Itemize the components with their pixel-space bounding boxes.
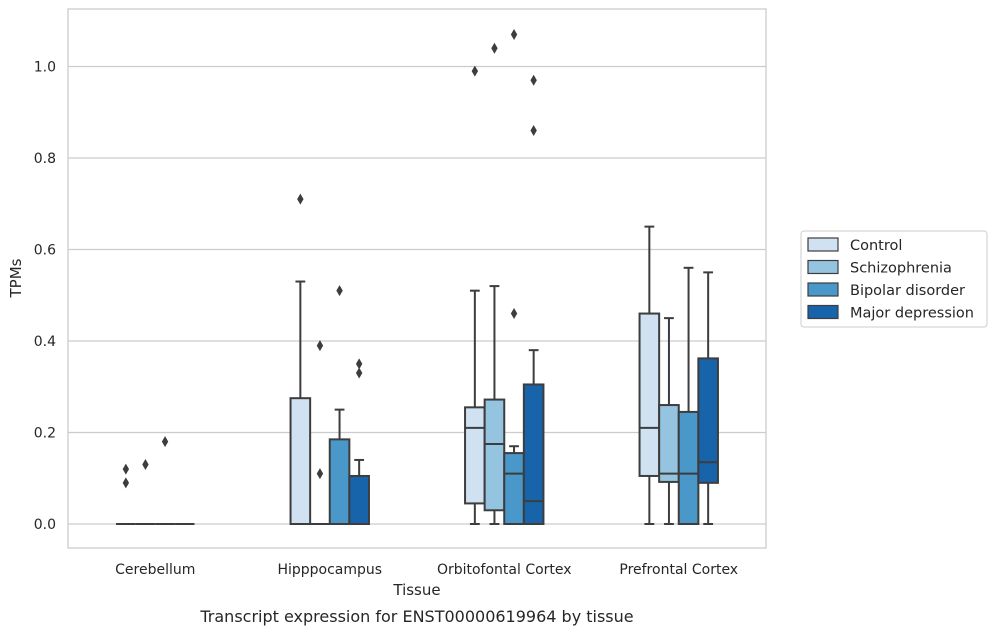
x-tick-label: Hipppocampus bbox=[277, 562, 382, 578]
outlier-point bbox=[510, 28, 518, 40]
outlier-point bbox=[161, 436, 169, 448]
y-axis-label: TPMs bbox=[7, 258, 25, 298]
y-tick-label: 0.6 bbox=[34, 243, 56, 259]
x-tick-label: Prefrontal Cortex bbox=[619, 562, 738, 578]
legend-swatch bbox=[807, 237, 839, 252]
series-control bbox=[116, 65, 661, 525]
outlier-point bbox=[316, 340, 324, 352]
y-tick-label: 0.4 bbox=[34, 334, 56, 350]
legend-label: Bipolar disorder bbox=[850, 283, 965, 299]
box bbox=[503, 452, 525, 525]
y-axis-ticks: 0.0 0.2 0.4 0.6 0.8 1.0 bbox=[34, 60, 56, 534]
legend-label: Schizophrenia bbox=[850, 261, 952, 277]
box bbox=[677, 410, 700, 526]
box-series bbox=[116, 28, 719, 526]
box bbox=[658, 404, 680, 483]
series-bipolar-disorder bbox=[155, 28, 700, 526]
box bbox=[697, 357, 719, 484]
outlier-point bbox=[316, 468, 324, 480]
outlier-point bbox=[336, 285, 343, 297]
outlier-point bbox=[510, 308, 518, 320]
legend-swatch bbox=[807, 282, 839, 297]
outlier-point bbox=[122, 463, 130, 475]
box bbox=[348, 474, 370, 525]
box bbox=[328, 438, 351, 525]
x-axis-ticks: Cerebellum Hipppocampus Orbitofontal Corte… bbox=[115, 562, 738, 578]
x-axis-label: Tissue bbox=[392, 581, 440, 599]
box bbox=[522, 383, 545, 525]
plot-area-frame bbox=[67, 8, 767, 549]
outlier-point bbox=[355, 367, 363, 379]
outlier-point bbox=[530, 74, 537, 86]
legend-swatch bbox=[807, 304, 839, 320]
outlier-point bbox=[297, 193, 304, 205]
legend-label: Major depression bbox=[850, 306, 974, 322]
outlier-point bbox=[471, 65, 479, 77]
outlier-point bbox=[142, 459, 149, 471]
x-tick-label: Orbitofontal Cortex bbox=[437, 562, 572, 578]
legend-swatch bbox=[807, 259, 839, 275]
box bbox=[638, 312, 661, 477]
box bbox=[464, 406, 486, 505]
outlier-point bbox=[530, 125, 537, 137]
box bbox=[289, 397, 312, 525]
outlier-point bbox=[491, 42, 498, 54]
series-schizophrenia bbox=[135, 42, 680, 525]
series-major-depression bbox=[174, 74, 719, 525]
y-tick-label: 0.8 bbox=[34, 151, 56, 167]
legend-label: Control bbox=[850, 238, 902, 254]
y-tick-label: 0.2 bbox=[34, 426, 56, 442]
y-tick-label: 0.0 bbox=[34, 517, 56, 533]
y-tick-label: 1.0 bbox=[34, 60, 56, 76]
outlier-point bbox=[355, 358, 363, 370]
legend: Control Schizophrenia Bipolar disorder Majo… bbox=[800, 230, 988, 328]
x-tick-label: Cerebellum bbox=[115, 562, 195, 578]
box bbox=[483, 398, 506, 512]
outlier-point bbox=[122, 477, 130, 489]
chart-caption: Transcript expression for ENST0000061996… bbox=[199, 607, 633, 626]
legend-frame bbox=[800, 230, 988, 328]
